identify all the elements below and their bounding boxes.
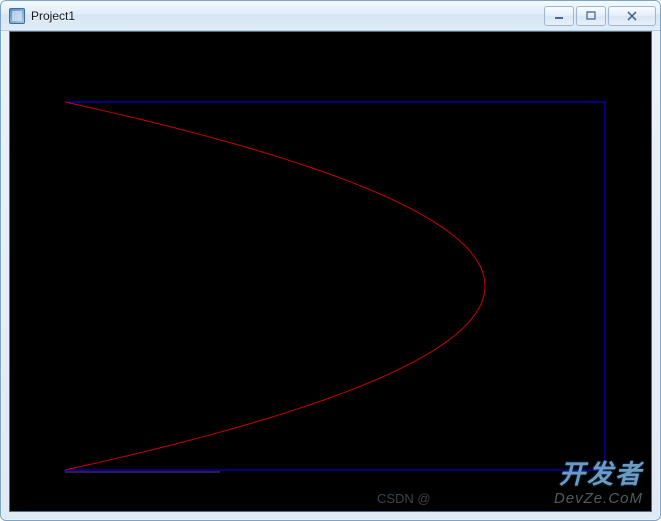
- minimize-button[interactable]: [544, 6, 574, 26]
- maximize-icon: [586, 11, 596, 21]
- close-button[interactable]: [608, 6, 656, 26]
- canvas-area: 开发者 CSDN @ DevZe.CoM: [9, 31, 652, 512]
- app-window: Project1 开发者 CSDN @: [0, 0, 661, 521]
- minimize-icon: [554, 11, 564, 21]
- drawing-canvas: [10, 32, 652, 512]
- window-title: Project1: [31, 9, 544, 23]
- app-icon: [9, 8, 25, 24]
- window-controls: [544, 6, 656, 26]
- maximize-button[interactable]: [576, 6, 606, 26]
- titlebar[interactable]: Project1: [1, 1, 660, 31]
- close-icon: [626, 11, 638, 21]
